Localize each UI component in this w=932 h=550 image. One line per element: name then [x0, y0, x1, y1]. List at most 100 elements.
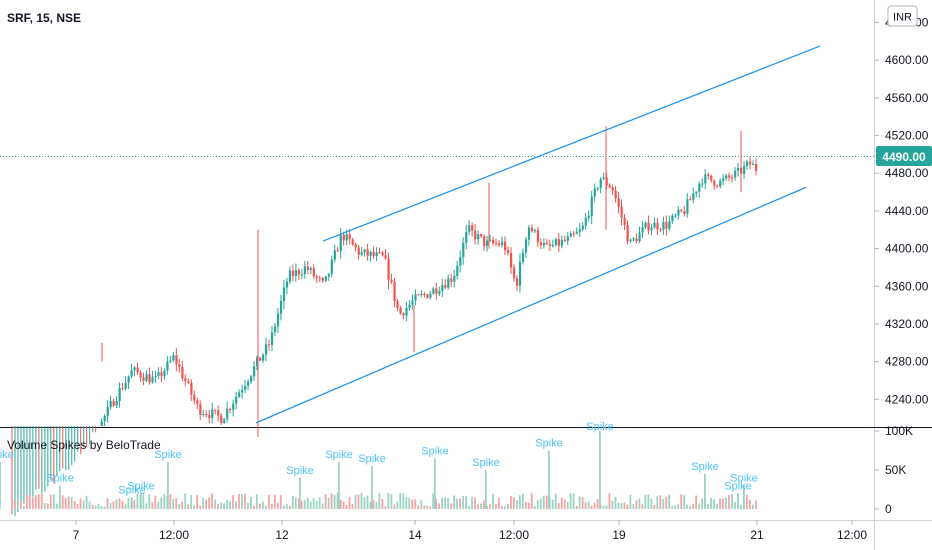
spike-label: Spike [535, 438, 563, 450]
candle-body [148, 374, 151, 383]
candle-body [238, 392, 241, 397]
candle-body [659, 229, 662, 231]
currency-badge[interactable]: INR [887, 5, 918, 27]
volume-bar [674, 505, 677, 509]
candle-body [345, 234, 348, 241]
volume-bar [719, 498, 721, 509]
candle-body [309, 268, 312, 270]
candle-body [109, 401, 112, 408]
price-tick-label: 4240.00 [885, 392, 929, 406]
volume-bar [539, 498, 542, 509]
time-tick-label: 12 [275, 528, 289, 542]
candle-body [746, 161, 749, 167]
volume-bar [641, 504, 644, 509]
candle-body [199, 404, 202, 415]
symbol-title: SRF, 15, NSE [7, 11, 81, 25]
volume-bar [70, 497, 73, 509]
candle-body [202, 414, 205, 416]
candle-body [435, 288, 438, 294]
volume-tick-label: 100K [885, 424, 913, 438]
candle-body [396, 300, 399, 309]
time-tick-label: 7 [73, 528, 80, 542]
price-axis: 4640.004600.004560.004520.004480.004440.… [874, 16, 929, 406]
volume-bar [67, 496, 70, 509]
volume-bar [232, 495, 234, 509]
candle-body [468, 225, 471, 232]
volume-spike-bar [737, 493, 739, 509]
candle-body [665, 221, 668, 229]
candle-body [575, 231, 578, 234]
candle-body [324, 276, 327, 281]
volume-spike-bar [599, 431, 601, 509]
candle-body [312, 268, 315, 277]
candle-body [357, 247, 360, 255]
volume-bar [498, 497, 500, 509]
volume-bar [527, 502, 530, 509]
volume-bar [611, 500, 614, 509]
volume-bar [566, 502, 569, 509]
candle-body [662, 221, 665, 230]
candle-body [578, 229, 581, 232]
volume-bar [369, 502, 372, 509]
volume-bar [256, 494, 258, 509]
volume-axis: 100K 50K 0 [874, 424, 913, 516]
candle-body [704, 174, 707, 184]
candle-body [112, 401, 115, 406]
candle-body [282, 287, 286, 301]
volume-bar [459, 498, 461, 509]
candle-body [695, 191, 698, 194]
candle-body [432, 288, 435, 294]
volume-bar [279, 494, 282, 509]
volume-spike-bar [485, 470, 487, 509]
candle-body [306, 266, 310, 270]
candle-body [477, 234, 480, 240]
price-tick-label: 4600.00 [885, 53, 929, 67]
candle-body [405, 307, 408, 316]
candle-body [725, 175, 728, 179]
volume-bar [103, 506, 106, 509]
volume-spike-bar [59, 485, 61, 509]
volume-bar [199, 505, 202, 509]
volume-bar [13, 500, 16, 509]
volume-bar [282, 505, 285, 509]
channel-lower-line [255, 186, 807, 424]
volume-bar [100, 506, 103, 509]
volume-bar [536, 500, 539, 509]
price-channel[interactable] [255, 45, 821, 424]
candle-body [486, 240, 489, 246]
volume-spike-bar [140, 493, 142, 509]
price-tick-label: 4480.00 [885, 166, 929, 180]
volume-bar [375, 502, 378, 509]
candle-body [620, 206, 623, 218]
volume-bar [692, 503, 695, 509]
candle-body [629, 239, 632, 242]
volume-bar [569, 492, 572, 509]
volume-bar [492, 493, 494, 509]
candle-body [187, 381, 190, 383]
volume-bar [578, 496, 581, 509]
volume-bar [638, 498, 641, 509]
candle-body [163, 370, 166, 377]
candle-body [734, 170, 737, 178]
candle-body [297, 270, 301, 275]
candle-body [393, 281, 396, 301]
volume-bar [495, 503, 497, 509]
volume-bar [294, 498, 297, 509]
spike-label: Spike [286, 465, 314, 477]
volume-bar [617, 502, 620, 509]
candle-body [166, 361, 169, 371]
volume-bar [626, 504, 629, 509]
volume-bars [0, 431, 757, 509]
candle-body [106, 407, 109, 416]
candle-body [752, 164, 755, 166]
candle-body [399, 308, 402, 314]
volume-bar [512, 497, 515, 509]
volume-bar [533, 506, 536, 509]
candle-body [226, 408, 229, 420]
candle-body [593, 188, 596, 197]
volume-bar [121, 500, 124, 509]
time-tick-label: 19 [612, 528, 626, 542]
volume-bar [148, 494, 151, 509]
candle-body [151, 376, 154, 383]
